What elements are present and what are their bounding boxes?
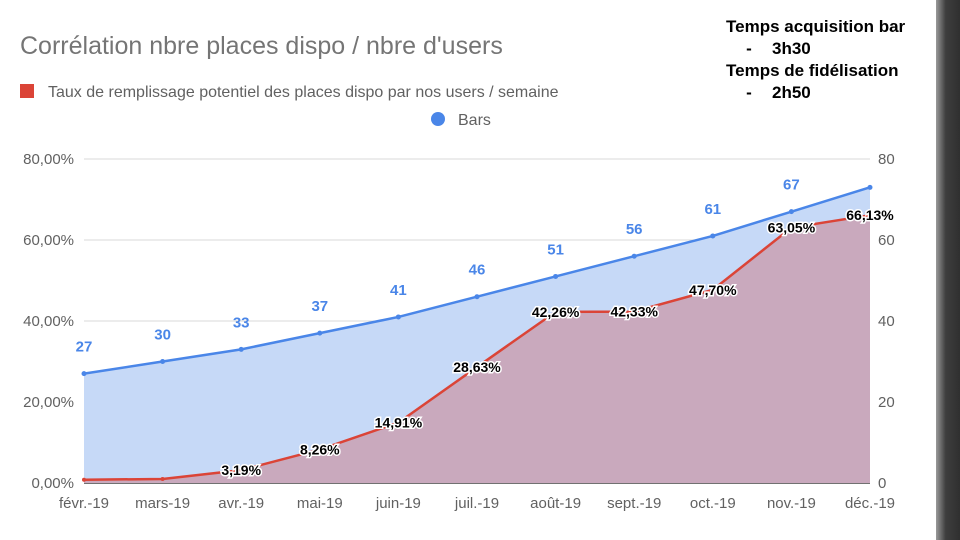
point-bars <box>160 359 166 364</box>
point-rate <box>789 225 794 230</box>
area-rate <box>84 215 870 483</box>
point-bars <box>553 273 559 279</box>
point-bars <box>395 314 401 320</box>
y-right-tick-label: 0 <box>878 475 886 492</box>
point-rate <box>632 309 637 314</box>
data-labels: 27 30 33 37 41 46 51 56 61 67 3,19% 8,26% 14,91% 28,6… <box>76 177 896 480</box>
point-rate <box>710 287 715 292</box>
point-rate <box>317 447 322 452</box>
series-areas <box>84 187 870 483</box>
data-label-bars: 51 <box>547 241 564 258</box>
y-right-tick-label: 80 <box>878 151 895 168</box>
point-rate <box>396 420 401 425</box>
x-tick-label: févr.-19 <box>59 495 109 512</box>
chart-title: Corrélation nbre places dispo / nbre d'u… <box>20 32 503 60</box>
point-bars <box>474 294 480 300</box>
x-tick-label: nov.-19 <box>767 495 816 512</box>
data-label-rate: 63,05% <box>768 220 816 236</box>
y-right-tick-label: 20 <box>878 394 895 411</box>
data-label-bars: 61 <box>704 201 721 218</box>
legend-label-rate: Taux de remplissage potentiel des places… <box>48 84 559 101</box>
x-tick-label: juil.-19 <box>454 495 499 512</box>
slide-edge-bar <box>936 0 960 540</box>
data-label-rate: 28,63% <box>453 359 501 375</box>
y-left-tick-label: 80,00% <box>23 151 74 168</box>
x-tick-label: juin-19 <box>375 495 421 512</box>
info-row-acquisition: - 3h30 <box>726 38 931 60</box>
data-label-rate: 3,19% <box>221 462 261 478</box>
y-right-tick-label: 40 <box>878 313 895 330</box>
point-bars <box>788 209 794 215</box>
info-box: Temps acquisition bar - 3h30 Temps de fi… <box>726 16 931 104</box>
point-bars <box>81 371 87 377</box>
x-tick-label: mars-19 <box>135 495 190 512</box>
y-left-tick-label: 20,00% <box>23 394 74 411</box>
data-label-bars: 56 <box>626 221 643 238</box>
y-left-tick-label: 60,00% <box>23 232 74 249</box>
x-tick-label: déc.-19 <box>845 495 895 512</box>
data-label-rate: 8,26% <box>300 442 340 458</box>
legend-swatch-red <box>20 84 34 98</box>
info-line-fidelisation: Temps de fidélisation <box>726 61 899 80</box>
x-tick-label: sept.-19 <box>607 495 661 512</box>
point-rate <box>239 468 244 473</box>
data-label-bars: 27 <box>76 339 93 356</box>
series-points <box>81 184 873 482</box>
y-right-tick-label: 60 <box>878 232 895 249</box>
point-rate <box>553 309 558 314</box>
point-rate <box>868 213 872 218</box>
point-bars <box>238 346 244 352</box>
point-bars <box>317 330 323 336</box>
data-label-rate: 42,26% <box>532 304 580 320</box>
info-dash: - <box>746 83 752 102</box>
data-label-rate: 66,13% <box>846 207 894 223</box>
data-label-rate: 47,70% <box>689 282 737 298</box>
point-bars <box>710 233 716 239</box>
point-rate <box>475 365 479 370</box>
legend-label-bars: Bars <box>458 112 491 129</box>
y-left-tick-label: 40,00% <box>23 313 74 330</box>
legend: Taux de remplissage potentiel des places… <box>20 84 559 129</box>
point-bars <box>867 184 873 190</box>
info-line-acquisition: Temps acquisition bar <box>726 17 906 36</box>
info-row-fidelisation: - 2h50 <box>726 82 931 104</box>
info-dash: - <box>746 39 752 58</box>
point-rate <box>82 477 86 482</box>
info-value-acquisition: 3h30 <box>772 39 811 58</box>
point-rate <box>160 476 165 481</box>
point-bars <box>631 253 637 259</box>
axis-ticks: 0,00% 20,00% 40,00% 60,00% 80,00% 0 20 40 60 80 fé… <box>23 151 895 512</box>
x-tick-label: avr.-19 <box>218 495 264 512</box>
data-label-bars: 67 <box>783 177 800 194</box>
x-tick-label: mai-19 <box>297 495 343 512</box>
x-tick-label: août-19 <box>530 495 581 512</box>
info-value-fidelisation: 2h50 <box>772 83 811 102</box>
data-label-bars: 46 <box>469 262 486 279</box>
data-label-bars: 30 <box>154 327 171 344</box>
x-tick-label: oct.-19 <box>690 495 736 512</box>
data-label-bars: 33 <box>233 314 250 331</box>
data-label-rate: 14,91% <box>375 415 423 431</box>
y-left-tick-label: 0,00% <box>31 475 74 492</box>
data-label-bars: 41 <box>390 282 407 299</box>
legend-swatch-blue <box>431 112 445 126</box>
data-label-bars: 37 <box>311 298 328 315</box>
data-label-rate: 42,33% <box>610 304 658 320</box>
